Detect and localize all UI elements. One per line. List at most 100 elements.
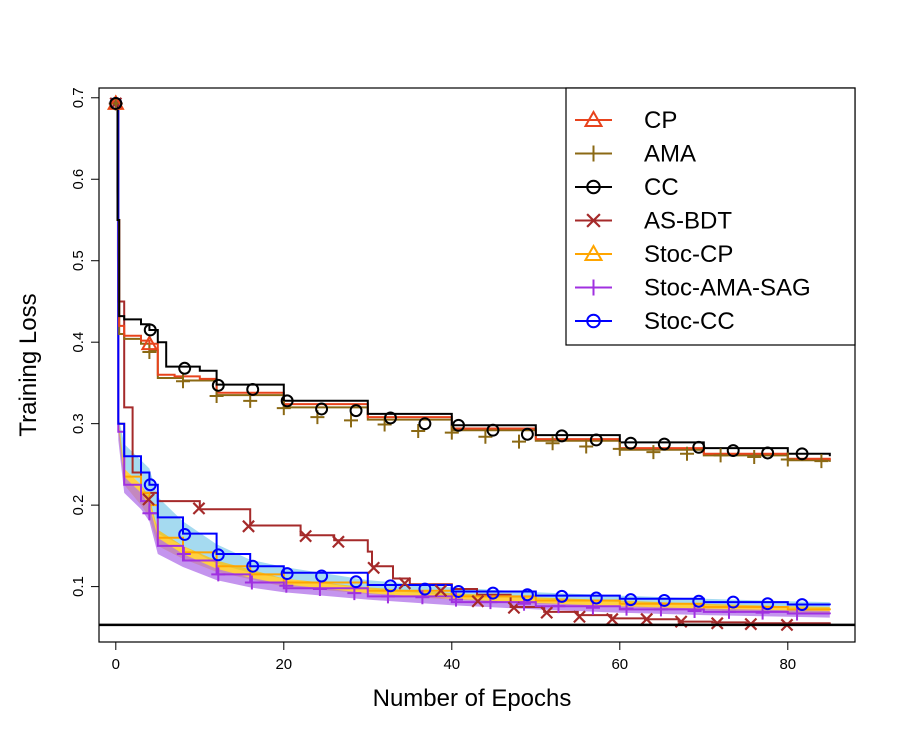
marker-as-bdt-3 [242,519,255,533]
marker-ama-21 [814,454,829,469]
marker-stoc-ama-sag-10 [449,592,463,607]
marker-stoc-cc-11 [486,586,500,600]
marker-as-bdt-1 [142,493,155,506]
x-tick-label-80: 80 [779,656,796,673]
marker-stoc-ama-sag-5 [279,578,294,593]
x-axis-title: Number of Epochs [373,685,572,712]
legend-label-ama: AMA [644,141,696,168]
marker-stoc-cc-20 [795,598,809,611]
marker-stoc-ama-sag-9 [415,590,430,605]
marker-stoc-cc-13 [555,589,569,603]
y-tick-label-0.6: 0.6 [70,169,87,190]
marker-stoc-cc-5 [280,567,294,581]
legend-box [565,87,856,346]
y-tick-label-0.3: 0.3 [70,413,87,434]
marker-stoc-cc-17 [692,594,706,608]
marker-stoc-cc-12 [520,588,534,602]
marker-ama-18 [713,448,728,463]
marker-cc-13 [555,429,569,443]
y-tick-label-0.1: 0.1 [70,576,87,597]
legend-marker-cp [583,109,604,127]
marker-ama-9 [411,423,426,438]
marker-stoc-cc-14 [589,591,603,605]
legend-marker-cc [586,179,601,195]
legend-marker-stoc-cc [586,313,601,329]
marker-cc-17 [692,440,706,454]
marker-ama-1 [142,344,157,359]
marker-as-bdt-2 [192,502,206,515]
x-axis: 0 20 40 60 80 [112,641,796,673]
marker-cc-4 [246,382,260,396]
x-tick-label-0: 0 [112,656,120,673]
y-tick-label-0.7: 0.7 [70,87,87,108]
marker-cc-10 [452,418,465,432]
marker-cc-15 [624,436,638,450]
marker-cc-8 [384,411,397,425]
marker-as-bdt-13 [605,612,619,626]
marker-cc-18 [726,444,740,458]
marker-cc-6 [315,402,329,416]
marker-as-bdt-8 [434,584,448,598]
x-tick-label-60: 60 [611,656,628,673]
confidence-bands [115,103,830,618]
y-tick-label-0.4: 0.4 [70,332,87,353]
marker-stoc-ama-sag-2 [176,547,191,562]
marker-cc-11 [486,423,500,437]
marker-ama-10 [444,425,459,440]
marker-as-bdt-5 [332,535,345,549]
legend-label-as-bdt: AS-BDT [644,208,732,235]
marker-stoc-ama-sag-4 [244,575,259,590]
marker-as-bdt-9 [471,594,485,608]
legend-label-stoc-cc: Stoc-CC [644,308,735,335]
marker-stoc-ama-sag-7 [347,586,362,601]
marker-cc-16 [657,437,671,451]
series-markers [107,94,829,632]
series-lines [115,102,831,625]
line-stoc-cc [115,102,831,606]
marker-ama-5 [276,401,291,416]
marker-stoc-cc-16 [657,593,671,607]
marker-ama-7 [344,413,358,428]
marker-ama-20 [780,452,795,467]
marker-stoc-cc-3 [211,548,225,562]
legend-marker-ama [585,145,602,162]
legend-label-stoc-ama-sag: Stoc-AMA-SAG [644,275,811,302]
marker-ama-12 [512,434,526,449]
x-tick-label-20: 20 [275,656,292,673]
legend-label-cp: CP [644,107,677,134]
marker-cc-14 [589,433,603,447]
x-tick-label-40: 40 [443,656,460,673]
legend-label-stoc-cp: Stoc-CP [644,241,733,268]
marker-ama-17 [680,446,694,461]
marker-as-bdt-4 [299,529,313,543]
marker-stoc-ama-sag-17 [687,604,702,619]
marker-stoc-ama-sag-20 [790,606,805,621]
marker-stoc-ama-sag-3 [211,567,226,582]
marker-cc-5 [280,394,294,408]
marker-stoc-cc-18 [726,595,740,609]
marker-stoc-ama-sag-19 [755,605,770,620]
marker-stoc-ama-sag-1 [142,506,157,521]
band-stoc-ama-sag [115,103,830,618]
legend-marker-as-bdt [586,213,601,228]
marker-cc-12 [520,427,534,441]
marker-cc-9 [418,417,432,431]
marker-ama-4 [243,393,258,408]
marker-as-bdt-16 [710,616,724,630]
marker-ama-13 [545,436,560,451]
marker-cc-19 [761,446,775,460]
marker-cc-20 [795,447,809,461]
y-axis: 0.1 0.2 0.3 0.4 0.5 0.6 0.7 [70,87,100,597]
marker-stoc-cc-10 [452,585,465,598]
marker-as-bdt-11 [540,606,554,620]
marker-ama-2 [176,374,190,389]
marker-cp-1 [140,334,159,351]
marker-stoc-cc-2 [178,527,192,541]
marker-stoc-cc-19 [761,597,775,611]
legend-label-cc: CC [644,174,679,201]
y-tick-label-0.2: 0.2 [70,495,87,516]
marker-stoc-cc-9 [418,582,432,596]
marker-ama-11 [478,429,493,444]
marker-ama-19 [747,450,762,465]
